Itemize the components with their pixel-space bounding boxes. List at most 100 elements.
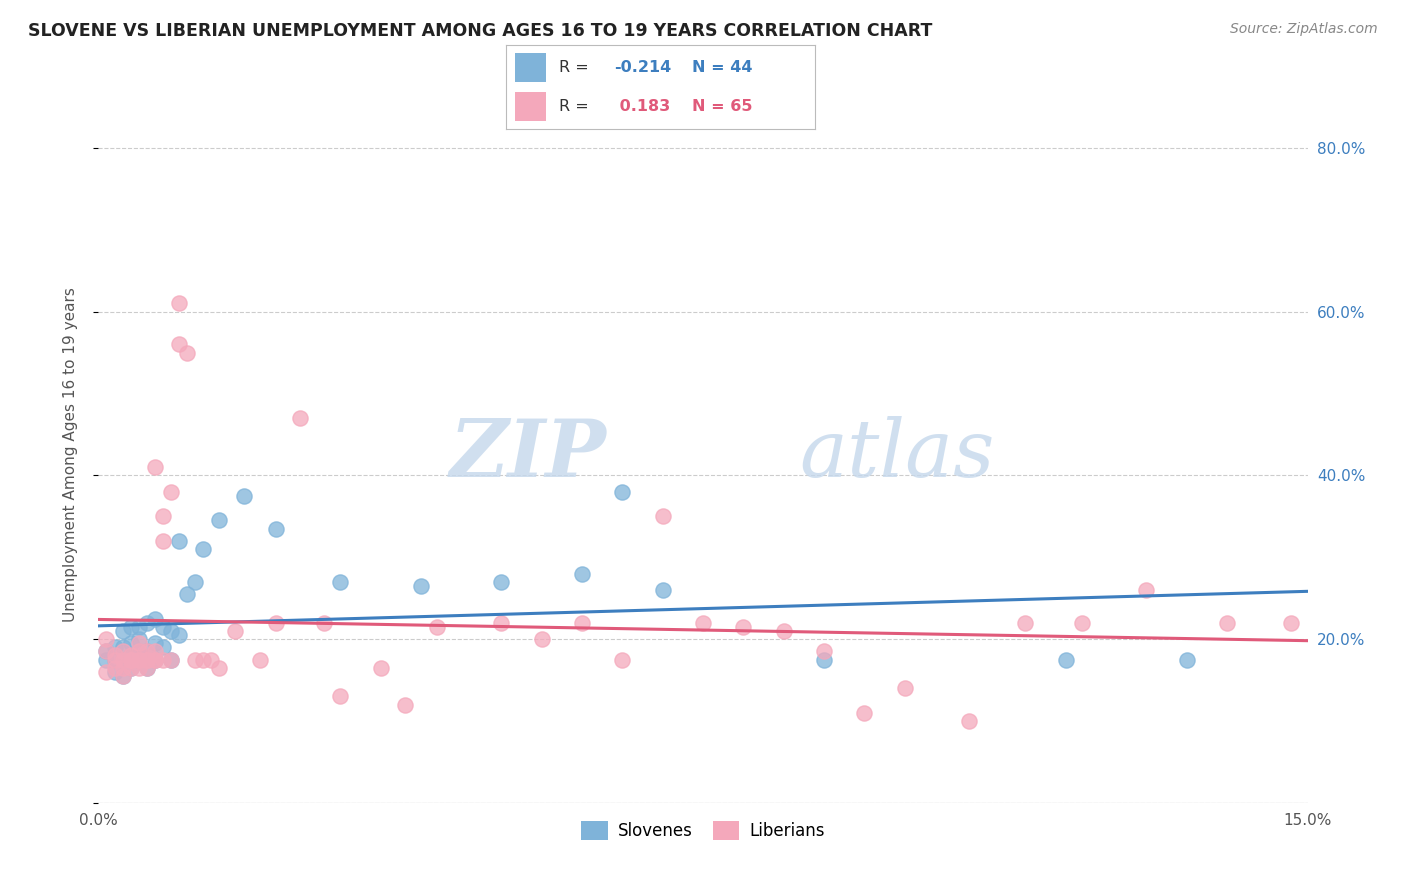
Point (96, 665, 118, 679)
Point (1135, 582, 1157, 597)
Point (288, 411, 311, 425)
Point (135, 652, 157, 666)
Text: N = 65: N = 65 (692, 99, 752, 114)
Point (111, 669, 134, 683)
Point (193, 542, 215, 557)
Point (160, 484, 183, 499)
Point (152, 640, 174, 655)
Point (167, 337, 190, 351)
Point (152, 620, 174, 634)
Point (612, 484, 634, 499)
Point (128, 620, 150, 634)
Point (571, 615, 593, 630)
Point (135, 652, 157, 666)
Legend: Slovenes, Liberians: Slovenes, Liberians (575, 814, 831, 847)
Point (103, 652, 125, 666)
Point (143, 652, 166, 666)
Point (853, 706, 876, 720)
Point (370, 661, 392, 675)
Point (160, 624, 183, 638)
Point (651, 582, 673, 597)
Point (314, 615, 336, 630)
Point (160, 652, 183, 666)
Point (143, 644, 166, 658)
Point (1175, 652, 1198, 666)
Point (571, 566, 593, 581)
Text: ZIP: ZIP (450, 417, 606, 493)
Text: N = 44: N = 44 (692, 60, 752, 75)
Point (135, 661, 157, 675)
Point (111, 652, 134, 666)
Point (612, 652, 634, 666)
Point (176, 587, 198, 601)
Point (120, 652, 142, 666)
Point (264, 522, 287, 536)
Point (167, 533, 190, 548)
Point (96, 644, 118, 658)
Point (193, 652, 215, 666)
Point (329, 690, 352, 704)
Point (96, 632, 118, 646)
Text: Source: ZipAtlas.com: Source: ZipAtlas.com (1230, 22, 1378, 37)
Point (111, 644, 134, 658)
Point (1281, 615, 1303, 630)
Point (143, 636, 166, 650)
Point (143, 460, 166, 475)
Point (135, 615, 157, 630)
Text: -0.214: -0.214 (614, 60, 672, 75)
Point (143, 652, 166, 666)
Point (111, 652, 134, 666)
Point (128, 652, 150, 666)
Point (491, 615, 513, 630)
Point (152, 509, 174, 524)
Point (426, 620, 449, 634)
Point (208, 513, 231, 527)
Point (1054, 652, 1077, 666)
Point (167, 628, 190, 642)
Text: atlas: atlas (800, 417, 995, 493)
Point (120, 661, 142, 675)
Point (208, 661, 231, 675)
Point (224, 624, 246, 638)
Point (135, 661, 157, 675)
Point (111, 624, 134, 638)
Point (772, 624, 794, 638)
Text: R =: R = (558, 99, 593, 114)
Point (733, 620, 755, 634)
Point (128, 632, 150, 646)
Point (264, 615, 287, 630)
Point (103, 665, 125, 679)
Point (813, 652, 835, 666)
Point (120, 636, 142, 650)
Point (120, 648, 142, 663)
Point (111, 661, 134, 675)
Point (692, 615, 714, 630)
FancyBboxPatch shape (516, 54, 547, 82)
Point (103, 652, 125, 666)
Point (143, 652, 166, 666)
Point (1216, 615, 1239, 630)
Point (135, 644, 157, 658)
Point (329, 574, 352, 589)
Point (409, 579, 432, 593)
Point (128, 652, 150, 666)
Point (120, 661, 142, 675)
Point (111, 640, 134, 655)
Text: 0.183: 0.183 (614, 99, 671, 114)
Point (103, 648, 125, 663)
Point (96, 652, 118, 666)
Y-axis label: Unemployment Among Ages 16 to 19 years: Unemployment Among Ages 16 to 19 years (63, 287, 77, 623)
Text: SLOVENE VS LIBERIAN UNEMPLOYMENT AMONG AGES 16 TO 19 YEARS CORRELATION CHART: SLOVENE VS LIBERIAN UNEMPLOYMENT AMONG A… (28, 22, 932, 40)
Point (128, 636, 150, 650)
Text: R =: R = (558, 60, 593, 75)
Point (491, 574, 513, 589)
Point (184, 652, 207, 666)
Point (128, 644, 150, 658)
Point (167, 296, 190, 310)
Point (128, 652, 150, 666)
Point (1070, 615, 1092, 630)
Point (135, 644, 157, 658)
Point (152, 533, 174, 548)
Point (232, 489, 254, 503)
Point (1014, 615, 1036, 630)
